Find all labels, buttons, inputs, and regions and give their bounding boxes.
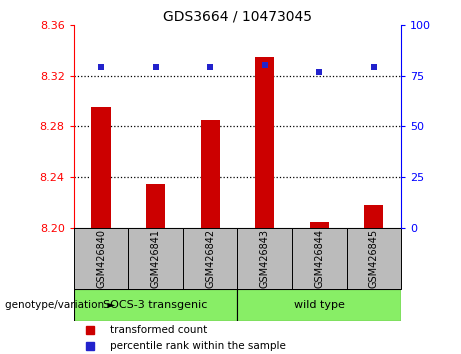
Title: GDS3664 / 10473045: GDS3664 / 10473045 bbox=[163, 10, 312, 24]
Text: GSM426842: GSM426842 bbox=[205, 229, 215, 288]
Text: GSM426841: GSM426841 bbox=[151, 229, 160, 288]
Text: SOCS-3 transgenic: SOCS-3 transgenic bbox=[103, 300, 208, 310]
Bar bbox=[310, 222, 329, 228]
Text: transformed count: transformed count bbox=[110, 325, 207, 335]
Text: genotype/variation ►: genotype/variation ► bbox=[5, 300, 115, 310]
Bar bbox=[237, 289, 401, 321]
Text: percentile rank within the sample: percentile rank within the sample bbox=[110, 341, 286, 351]
Bar bbox=[347, 228, 401, 289]
Bar bbox=[364, 205, 384, 228]
Text: GSM426845: GSM426845 bbox=[369, 229, 379, 288]
Bar bbox=[292, 228, 347, 289]
Bar bbox=[183, 228, 237, 289]
Bar bbox=[74, 228, 128, 289]
Bar bbox=[201, 120, 220, 228]
Text: wild type: wild type bbox=[294, 300, 345, 310]
Bar bbox=[91, 107, 111, 228]
Text: GSM426843: GSM426843 bbox=[260, 229, 270, 288]
Bar bbox=[146, 183, 165, 228]
Bar bbox=[74, 289, 237, 321]
Bar bbox=[237, 228, 292, 289]
Text: GSM426840: GSM426840 bbox=[96, 229, 106, 288]
Bar bbox=[255, 57, 274, 228]
Bar bbox=[128, 228, 183, 289]
Text: GSM426844: GSM426844 bbox=[314, 229, 324, 288]
